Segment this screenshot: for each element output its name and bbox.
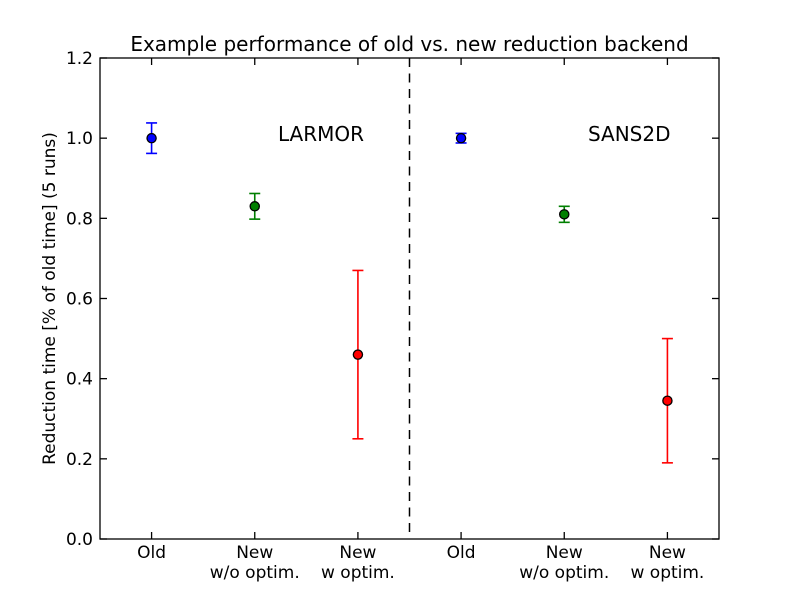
- y-tick-label: 0.0: [66, 530, 93, 550]
- y-tick-label: 0.2: [66, 450, 93, 470]
- x-tick-label: New: [649, 543, 686, 563]
- y-tick-label: 0.4: [66, 370, 93, 390]
- y-tick-label: 0.6: [66, 290, 93, 310]
- y-tick-label: 0.8: [66, 209, 93, 229]
- x-tick-label: New: [236, 543, 273, 563]
- section-label: SANS2D: [588, 122, 671, 146]
- x-tick-label: w/o optim.: [519, 563, 609, 583]
- y-tick-label: 1.0: [66, 129, 93, 149]
- x-tick-label: w optim.: [630, 563, 704, 583]
- y-tick-label: 1.2: [66, 49, 93, 69]
- data-marker: [146, 132, 157, 144]
- data-marker: [559, 209, 570, 220]
- data-marker: [455, 132, 467, 144]
- x-tick-label: w optim.: [321, 563, 395, 583]
- x-tick-label: Old: [447, 543, 476, 563]
- section-label: LARMOR: [278, 122, 364, 146]
- chart-title: Example performance of old vs. new reduc…: [130, 32, 688, 56]
- data-marker: [352, 349, 364, 360]
- y-axis-label: Reduction time [% of old time] (5 runs): [40, 132, 60, 465]
- x-tick-label: New: [339, 543, 376, 563]
- data-marker: [249, 201, 260, 212]
- data-marker: [662, 395, 673, 406]
- x-tick-label: Old: [137, 543, 166, 563]
- x-tick-label: w/o optim.: [210, 563, 300, 583]
- x-tick-label: New: [546, 543, 583, 563]
